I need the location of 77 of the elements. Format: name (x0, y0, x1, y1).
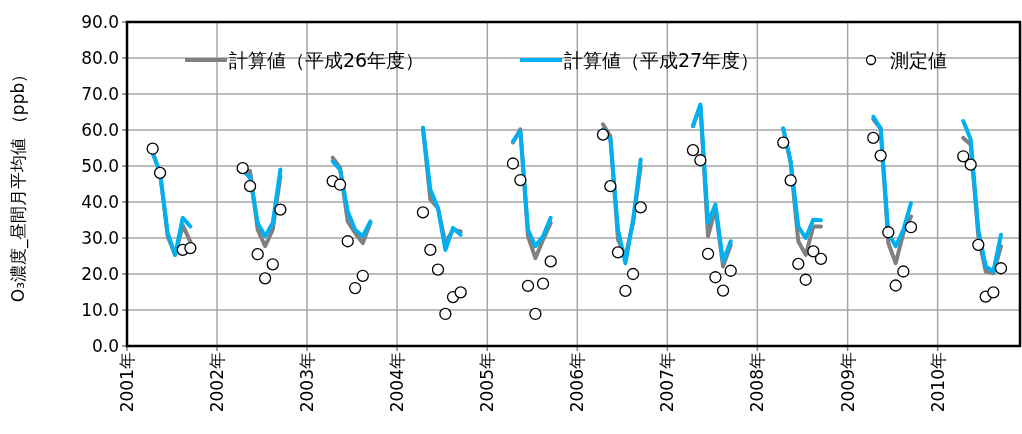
legend-label: 計算値（平成26年度） (229, 49, 425, 71)
point (807, 245, 820, 258)
point (964, 158, 977, 171)
point (611, 246, 625, 259)
point (799, 273, 812, 286)
x-tick-label: 2010年 (927, 352, 948, 413)
point (777, 136, 790, 149)
point (243, 180, 257, 193)
point (258, 272, 272, 285)
point (897, 265, 910, 278)
point (709, 271, 722, 284)
point (716, 284, 730, 297)
y-tick-label: 20.0 (81, 264, 119, 284)
x-tick-label: 2006年 (567, 352, 588, 413)
point (957, 150, 970, 163)
point (439, 307, 452, 321)
point (814, 252, 828, 266)
point (694, 154, 707, 167)
y-tick-label: 80.0 (81, 48, 119, 68)
x-tick-label: 2009年 (837, 352, 858, 413)
y-tick-label: 70.0 (81, 84, 119, 104)
point (424, 243, 437, 257)
point (882, 226, 895, 239)
point (874, 149, 887, 162)
x-tick-label: 2002年 (207, 352, 228, 413)
point (236, 162, 249, 175)
point (514, 173, 527, 187)
y-tick-label: 90.0 (81, 12, 119, 32)
y-tick-label: 60.0 (81, 120, 119, 140)
y-tick-label: 40.0 (81, 192, 119, 212)
point (356, 269, 369, 282)
x-tick-label: 2001年 (117, 352, 137, 413)
y-tick-label: 10.0 (81, 300, 119, 320)
point (153, 166, 167, 179)
point (431, 263, 445, 276)
point (724, 264, 737, 277)
legend-label: 計算値（平成27年度） (564, 49, 760, 71)
point (701, 247, 715, 260)
point (889, 279, 902, 292)
point (416, 206, 430, 219)
point (904, 221, 918, 234)
point (544, 255, 557, 268)
point (266, 258, 279, 271)
point (987, 286, 1000, 299)
y-tick-label: 0.0 (91, 336, 119, 356)
point (596, 128, 610, 141)
point (994, 262, 1008, 275)
x-tick-label: 2003年 (297, 352, 318, 413)
point (454, 286, 467, 299)
x-tick-label: 2008年 (747, 352, 768, 413)
x-tick-label: 2005年 (477, 352, 498, 413)
point (251, 248, 264, 261)
point (792, 257, 805, 271)
point (521, 279, 535, 293)
point (274, 203, 287, 216)
x-tick-label: 2007年 (657, 352, 678, 413)
point (146, 142, 159, 155)
y-tick-label: 30.0 (81, 228, 119, 248)
point (626, 267, 640, 281)
point (184, 241, 197, 255)
legend-label: 測定値 (890, 49, 947, 71)
point (634, 201, 647, 214)
point (348, 281, 362, 295)
point (604, 180, 617, 193)
x-tick-label: 2004年 (387, 352, 408, 413)
point (341, 235, 354, 248)
y-tick-label: 50.0 (81, 156, 119, 176)
y-axis-title: O₃濃度_昼間月平均値 （ppb） (8, 65, 29, 303)
point (506, 157, 520, 170)
point (333, 178, 347, 191)
point (867, 131, 880, 145)
point (686, 144, 700, 157)
point (619, 284, 632, 298)
point (784, 174, 797, 187)
point (529, 307, 542, 321)
point (536, 277, 550, 290)
point (972, 238, 985, 251)
